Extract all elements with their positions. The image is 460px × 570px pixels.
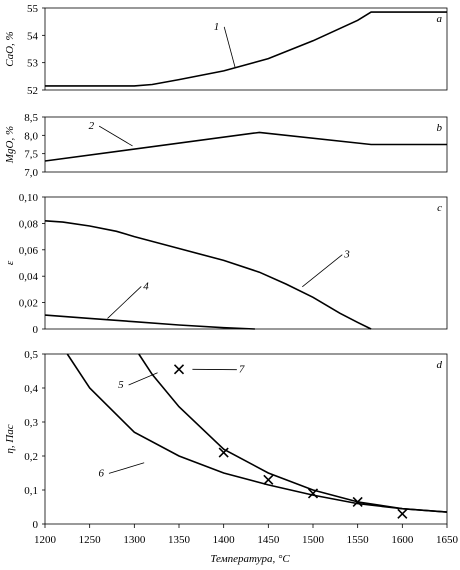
- marker-stroke: [397, 508, 408, 519]
- x-axis-label: Температура, °С: [210, 553, 290, 565]
- panel-letter: c: [437, 202, 442, 214]
- y-tick-label: 0,08: [19, 218, 39, 230]
- x-tick-label: 1300: [123, 534, 146, 546]
- y-tick-label: 52: [27, 85, 38, 97]
- x-tick-label: 1400: [213, 534, 236, 546]
- data-point-x-marker: [397, 508, 408, 519]
- data-point-x-marker: [173, 364, 185, 375]
- y-axis-label: CaO, %: [4, 31, 16, 66]
- series-4: 4: [44, 280, 255, 330]
- y-tick-label: 0: [33, 324, 39, 336]
- series-number-label: 6: [98, 467, 104, 479]
- series-line: [44, 314, 255, 330]
- series-6: 6: [66, 353, 448, 513]
- y-axis-label: η, Пас: [4, 424, 16, 453]
- y-axis-label: ε: [4, 260, 16, 265]
- x-axis: 1200 1250 1300 1350 1400 1450 1500 1550 1600 1650: [34, 524, 459, 546]
- series-number-label: 7: [239, 364, 245, 376]
- series-line: [44, 220, 372, 330]
- y-tick-label: 0,10: [19, 192, 39, 204]
- y-tick-label: 55: [27, 3, 39, 15]
- x-tick-label: 1350: [168, 534, 191, 546]
- y-tick-label: 8,0: [24, 130, 38, 142]
- data-point-x-marker: [307, 488, 319, 499]
- panel-frame: [44, 7, 448, 91]
- label-leader-line: [223, 26, 236, 69]
- y-tick-label: 0: [33, 519, 39, 531]
- series-number-label: 1: [214, 21, 220, 33]
- x-tick-label: 1650: [436, 534, 459, 546]
- series-number-label: 2: [89, 120, 95, 132]
- series-number-label: 5: [118, 379, 124, 391]
- marker-stroke: [307, 488, 319, 499]
- label-leader-line: [107, 286, 142, 319]
- panel-letter: d: [437, 359, 443, 371]
- x-tick-label: 1550: [347, 534, 370, 546]
- label-leader-line: [108, 462, 145, 474]
- label-leader-line: [128, 372, 158, 386]
- y-tick-label: 0,5: [24, 349, 38, 361]
- y-tick-label: 0,02: [19, 298, 38, 310]
- y-tick-label: 8,5: [24, 112, 38, 124]
- series-1: 1: [45, 11, 447, 87]
- y-tick-label: 54: [27, 30, 39, 42]
- panel-a: 52 53 54 55 CaO, % a 1: [4, 3, 448, 97]
- panel-b: 7,0 7,5 8,0 8,5 MgO, % b 2: [4, 112, 448, 179]
- y-tick-label: 0,04: [19, 271, 39, 283]
- y-axis-label: MgO, %: [4, 126, 16, 164]
- series-7: 7: [173, 364, 408, 519]
- series-number-label: 3: [343, 249, 350, 261]
- x-tick-label: 1600: [391, 534, 414, 546]
- panel-c: 0 0,02 0,04 0,06 0,08 0,10 ε c 3 4: [4, 192, 448, 336]
- marker-stroke: [218, 447, 229, 458]
- y-tick-label: 7,5: [24, 149, 38, 161]
- y-tick-label: 0,1: [24, 485, 38, 497]
- data-point-x-marker: [352, 496, 363, 507]
- label-leader-line: [98, 125, 133, 147]
- data-point-x-marker: [263, 474, 274, 485]
- x-tick-label: 1500: [302, 534, 325, 546]
- panel-frame: [44, 196, 448, 330]
- panel-d: 0 0,1 0,2 0,3 0,4 0,5 η, Пас d 5 6 7: [4, 349, 448, 531]
- data-point-x-marker: [218, 447, 229, 458]
- marker-stroke: [263, 474, 274, 485]
- panel-letter: a: [437, 13, 443, 25]
- x-tick-label: 1450: [257, 534, 280, 546]
- series-line: [44, 131, 447, 162]
- series-line: [45, 11, 447, 87]
- marker-stroke: [352, 496, 363, 507]
- label-leader-line: [302, 254, 343, 288]
- panel-frame: [44, 353, 448, 525]
- y-tick-label: 0,2: [24, 451, 38, 463]
- x-tick-label: 1200: [34, 534, 57, 546]
- y-tick-label: 7,0: [24, 167, 38, 179]
- y-tick-label: 0,3: [24, 417, 38, 429]
- y-tick-label: 0,06: [19, 245, 39, 257]
- series-3: 3: [44, 220, 372, 330]
- marker-stroke: [173, 364, 185, 375]
- y-tick-label: 0,4: [24, 383, 38, 395]
- series-line: [66, 353, 448, 513]
- y-tick-label: 53: [27, 58, 39, 70]
- x-tick-label: 1250: [79, 534, 102, 546]
- series-number-label: 4: [143, 280, 149, 292]
- panel-letter: b: [437, 122, 443, 134]
- series-2: 2: [44, 120, 447, 162]
